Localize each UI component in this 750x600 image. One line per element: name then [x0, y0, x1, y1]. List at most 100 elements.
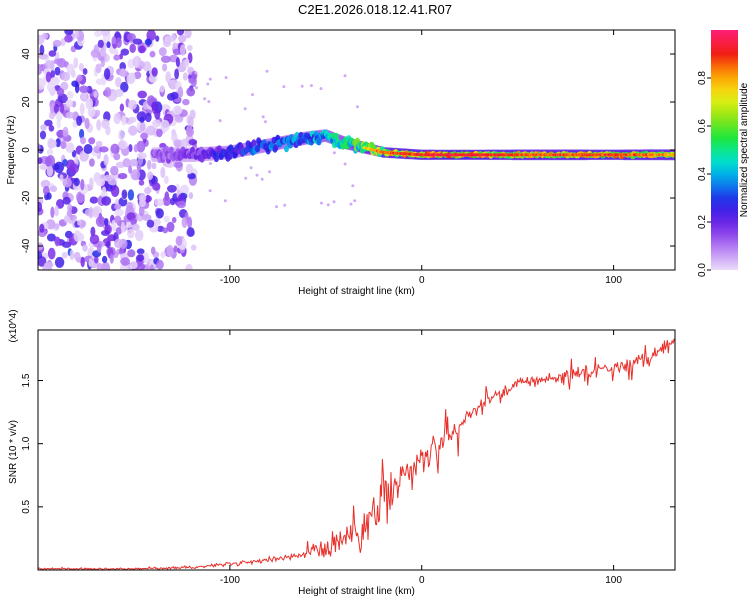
noise-cell	[79, 85, 89, 93]
ridge-cell	[284, 145, 289, 153]
noise-dot	[224, 76, 228, 80]
noise-cell	[80, 91, 88, 102]
noise-cell	[79, 128, 85, 139]
noise-cell	[115, 227, 123, 235]
noise-cell	[156, 128, 163, 138]
chart-title: C2E1.2026.018.12.41.R07	[298, 2, 452, 17]
noise-cell	[173, 139, 184, 148]
noise-cell	[79, 103, 85, 115]
noise-cell	[96, 262, 104, 270]
noise-dot	[300, 84, 304, 88]
noise-cell	[186, 227, 195, 237]
noise-cell	[38, 157, 43, 165]
noise-cell	[174, 68, 180, 80]
noise-cell	[65, 99, 74, 108]
noise-cell	[130, 218, 137, 226]
noise-cell	[171, 132, 178, 143]
noise-cell	[82, 244, 88, 252]
noise-cell	[166, 221, 175, 233]
noise-cell	[134, 57, 139, 69]
noise-cell	[190, 244, 197, 251]
noise-cell	[49, 103, 55, 114]
noise-cell	[80, 136, 86, 145]
noise-cell	[181, 216, 188, 229]
noise-cell	[52, 39, 62, 48]
noise-cell	[73, 230, 82, 242]
noise-cell	[172, 105, 183, 115]
noise-cell	[117, 173, 128, 180]
noise-cell	[139, 116, 145, 124]
noise-cell	[133, 144, 139, 153]
noise-cell	[167, 184, 177, 193]
noise-cell	[104, 54, 110, 63]
noise-dot	[282, 85, 286, 89]
noise-cell	[39, 223, 45, 233]
noise-cell	[99, 146, 109, 153]
noise-cell	[66, 91, 74, 99]
y-tick-label: 1.0	[21, 436, 32, 450]
noise-cell	[110, 143, 120, 154]
noise-cell	[136, 140, 146, 153]
colorbar-tick-label: 0.2	[697, 215, 708, 229]
noise-cell	[168, 54, 179, 63]
noise-cell	[110, 185, 120, 198]
noise-dot	[320, 201, 323, 205]
noise-cell	[46, 233, 56, 242]
noise-cell	[142, 61, 152, 72]
noise-cell	[162, 227, 168, 234]
noise-dot	[263, 120, 267, 124]
noise-cell	[188, 192, 194, 200]
noise-cell	[154, 109, 161, 120]
noise-dot	[208, 162, 212, 165]
x-tick-label: -100	[220, 575, 240, 586]
noise-cell	[41, 32, 49, 40]
noise-cell	[48, 111, 55, 120]
noise-cell	[74, 82, 80, 94]
noise-cell	[133, 71, 142, 80]
noise-cell	[105, 240, 111, 249]
noise-cell	[165, 71, 172, 84]
noise-cell	[118, 140, 128, 150]
noise-cell	[101, 261, 111, 270]
noise-dot	[207, 100, 211, 104]
noise-cell	[115, 77, 122, 88]
noise-cell	[178, 34, 187, 43]
y-tick-label: 20	[21, 96, 32, 108]
noise-cell	[69, 163, 79, 174]
noise-dot	[244, 176, 248, 180]
noise-cell	[127, 189, 135, 201]
noise-cell	[96, 119, 102, 131]
noise-cell	[139, 122, 146, 132]
noise-cell	[146, 219, 155, 228]
noise-cell	[108, 178, 118, 186]
x-tick-label: 0	[419, 275, 425, 286]
noise-cell	[111, 36, 117, 45]
noise-cell	[90, 226, 96, 237]
noise-cell	[160, 55, 171, 63]
noise-cell	[54, 161, 64, 174]
noise-cell	[144, 112, 152, 123]
noise-cell	[120, 257, 130, 266]
noise-cell	[40, 124, 47, 131]
noise-cell	[101, 30, 111, 37]
noise-cell	[173, 161, 183, 169]
noise-cell	[54, 66, 61, 76]
noise-cell	[137, 90, 147, 99]
noise-cell	[176, 200, 186, 209]
noise-cell	[114, 215, 122, 224]
colorbar-tick-label: 0.4	[697, 167, 708, 181]
noise-cell	[136, 254, 145, 262]
noise-cell	[175, 57, 180, 68]
noise-cell	[126, 33, 136, 42]
noise-cell	[56, 199, 65, 209]
noise-dot	[265, 69, 269, 73]
x-tick-label: 100	[605, 575, 622, 586]
colorbar-fill	[711, 30, 738, 270]
noise-dot	[343, 162, 347, 166]
noise-cell	[113, 54, 121, 61]
noise-cell	[138, 45, 146, 54]
noise-cell	[122, 158, 131, 168]
noise-cell	[62, 177, 72, 188]
noise-cell	[100, 191, 108, 198]
x-axis-label: Height of straight line (km)	[298, 586, 415, 597]
